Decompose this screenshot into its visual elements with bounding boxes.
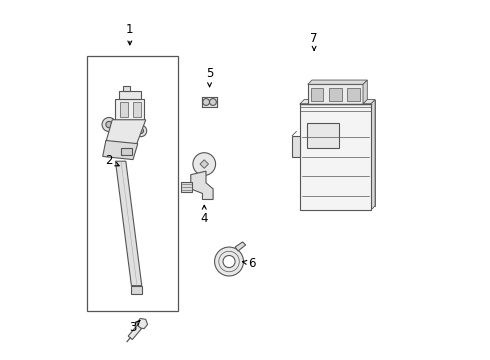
Polygon shape (191, 171, 213, 199)
Text: 3: 3 (130, 320, 140, 334)
Polygon shape (103, 140, 138, 159)
Polygon shape (300, 100, 375, 104)
Polygon shape (308, 84, 363, 104)
Polygon shape (131, 285, 142, 294)
Polygon shape (363, 80, 368, 104)
Circle shape (215, 247, 244, 276)
Circle shape (223, 256, 235, 267)
Polygon shape (300, 104, 371, 210)
Polygon shape (123, 86, 130, 91)
Polygon shape (292, 136, 300, 157)
Polygon shape (202, 96, 218, 107)
Polygon shape (119, 91, 141, 99)
Polygon shape (235, 242, 245, 251)
Polygon shape (347, 88, 360, 101)
Polygon shape (106, 120, 146, 145)
Polygon shape (133, 102, 141, 117)
Polygon shape (137, 319, 147, 329)
Polygon shape (329, 88, 342, 101)
Circle shape (210, 99, 217, 105)
Polygon shape (311, 88, 323, 101)
Text: 4: 4 (200, 205, 208, 225)
Text: 6: 6 (243, 257, 256, 270)
Circle shape (106, 121, 112, 128)
Text: 1: 1 (126, 23, 134, 45)
Polygon shape (304, 100, 375, 206)
Polygon shape (181, 182, 192, 192)
Polygon shape (128, 325, 142, 339)
Circle shape (203, 99, 210, 105)
Circle shape (102, 117, 116, 131)
Text: 2: 2 (105, 154, 119, 167)
Circle shape (193, 153, 216, 175)
Polygon shape (200, 160, 208, 168)
Circle shape (138, 129, 144, 134)
Polygon shape (307, 123, 339, 148)
Polygon shape (116, 99, 144, 120)
Polygon shape (120, 102, 128, 117)
Polygon shape (308, 80, 368, 84)
Circle shape (135, 125, 147, 137)
Polygon shape (121, 148, 132, 155)
Polygon shape (116, 161, 142, 285)
Text: 7: 7 (310, 32, 318, 50)
Text: 5: 5 (206, 67, 213, 87)
Polygon shape (371, 100, 375, 210)
